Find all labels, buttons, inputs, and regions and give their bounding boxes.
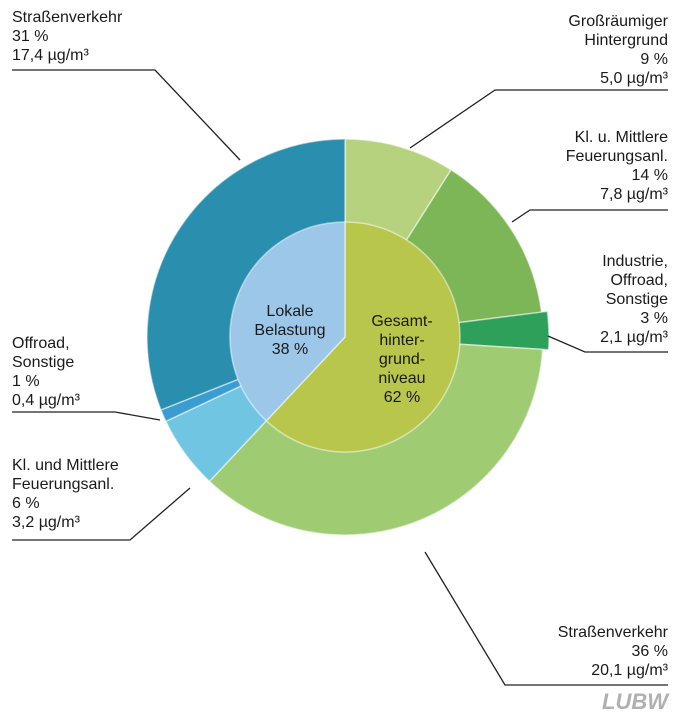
slice-value-label: 38 % (272, 341, 308, 358)
leader-line (424, 551, 668, 686)
slice-label-line: Feuerungsanl. (566, 148, 668, 165)
slice-label-line: niveau (378, 370, 425, 387)
slice-label: Industrie, Offroad, Sonstige 3 % 2,1 µg/m³ (600, 253, 669, 346)
slice-value-label: 9 % (640, 51, 668, 68)
slice-label: Straßenverkehr 31 % 17,4 µg/m³ (12, 9, 123, 64)
slice-label-line: Industrie, (602, 253, 668, 270)
slice-label-line: Sonstige (606, 291, 668, 308)
leader-line (547, 335, 668, 353)
leader-line (12, 487, 191, 541)
slice-value-label: 31 % (12, 28, 48, 45)
slice-label: Offroad, Sonstige 1 % 0,4 µg/m³ (12, 335, 81, 409)
slice-label-line: Offroad, (610, 272, 668, 289)
slice-concentration-label: 7,8 µg/m³ (600, 186, 669, 203)
slice-value-label: 6 % (12, 495, 40, 512)
slice-value-label: 62 % (384, 389, 420, 406)
slice-label-line: Feuerungsanl. (12, 476, 114, 493)
slice-label-line: Straßenverkehr (558, 624, 669, 641)
slice-label-line: Gesamt- (371, 313, 432, 330)
slice-label-line: Belastung (254, 322, 325, 339)
slice-value-label: 1 % (12, 373, 40, 390)
leader-line (12, 411, 161, 421)
pie-slice (265, 221, 461, 453)
slice-value-label: 14 % (632, 167, 668, 184)
slice-concentration-label: 20,1 µg/m³ (591, 662, 668, 679)
slice-label: Kl. u. Mittlere Feuerungsanl. 14 % 7,8 µg/m… (566, 129, 669, 203)
slice-label: Gesamt-hinter-grund-niveau 62 % (371, 313, 432, 406)
leader-line (12, 69, 241, 161)
pie-slice (229, 221, 346, 422)
slice-label-line: hinter- (379, 332, 424, 349)
slice-label: Straßenverkehr 36 % 20,1 µg/m³ (558, 624, 669, 679)
slice-value-label: 36 % (632, 643, 668, 660)
slice-concentration-label: 2,1 µg/m³ (600, 329, 669, 346)
leader-line (511, 209, 668, 223)
slice-concentration-label: 17,4 µg/m³ (12, 47, 89, 64)
slice-label-line: Offroad, (12, 335, 70, 352)
slice-label: Großräumiger Hintergrund 9 % 5,0 µg/m³ (568, 13, 668, 87)
slice-label-line: Sonstige (12, 354, 74, 371)
logo: LUBW (602, 689, 670, 714)
slice-label-line: Großräumiger (568, 13, 668, 30)
slice-label-line: grund- (379, 351, 425, 368)
slice-label-line: Lokale (266, 303, 313, 320)
slice-label-line: Hintergrund (584, 32, 668, 49)
slice-label-line: Kl. u. Mittlere (575, 129, 668, 146)
slice-value-label: 3 % (640, 310, 668, 327)
slice-concentration-label: 5,0 µg/m³ (600, 70, 669, 87)
slice-label: Lokale Belastung 38 % (254, 303, 325, 358)
slice-label: Kl. und Mittlere Feuerungsanl. 6 % 3,2 µg/m… (12, 457, 119, 531)
slice-label-line: Kl. und Mittlere (12, 457, 119, 474)
slice-label-line: Straßenverkehr (12, 9, 123, 26)
slice-concentration-label: 3,2 µg/m³ (12, 514, 81, 531)
leader-line (409, 89, 668, 149)
slice-concentration-label: 0,4 µg/m³ (12, 392, 81, 409)
